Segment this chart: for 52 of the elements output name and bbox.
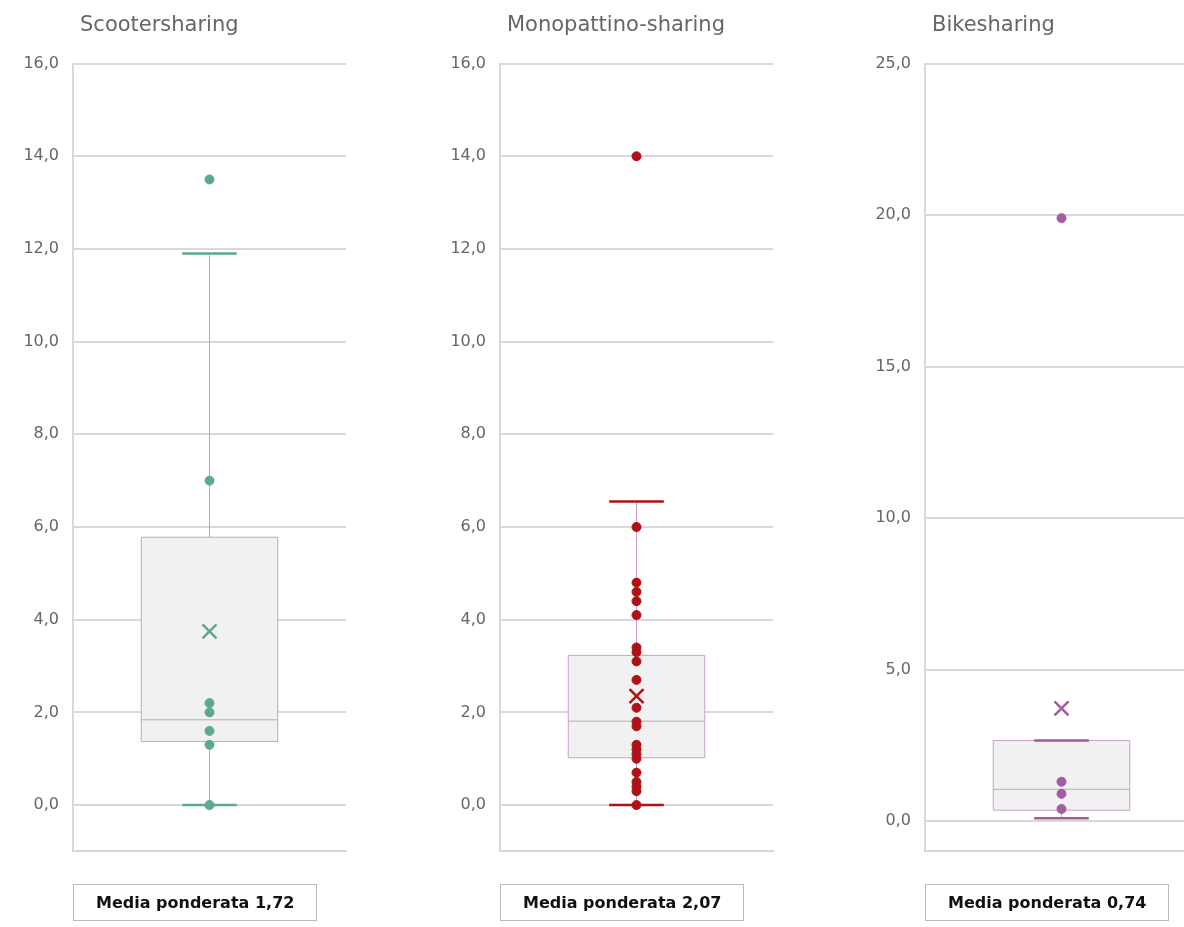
point: [631, 674, 642, 685]
y-tick-label: 12,0: [23, 238, 59, 258]
point: [631, 702, 642, 713]
y-tick-label: 25,0: [875, 52, 911, 72]
chart-title: Bikesharing: [932, 12, 1055, 36]
point: [631, 577, 642, 588]
y-tick-label: 16,0: [450, 52, 486, 72]
y-tick-label: 6,0: [460, 516, 486, 536]
y-tick-label: 6,0: [33, 516, 59, 536]
y-tick-label: 8,0: [33, 423, 59, 443]
y-tick-label: 2,0: [460, 701, 486, 721]
point: [631, 656, 642, 667]
text: Media ponderata 0,74: [925, 884, 1170, 921]
point: [204, 707, 215, 718]
y-tick-label: 0,0: [885, 810, 911, 830]
y-tick-label: 0,0: [460, 794, 486, 814]
point: [631, 610, 642, 621]
y-tick-label: 10,0: [23, 330, 59, 350]
y-tick-label: 12,0: [450, 238, 486, 258]
y-tick-label: 4,0: [33, 608, 59, 628]
point: [204, 698, 215, 709]
y-tick-label: 14,0: [23, 145, 59, 165]
point: [631, 522, 642, 533]
y-tick-label: 2,0: [33, 701, 59, 721]
point: [631, 596, 642, 607]
y-tick-label: 10,0: [875, 507, 911, 527]
point: [204, 174, 215, 185]
text: Media ponderata 2,07: [500, 884, 745, 921]
y-tick-label: 10,0: [450, 330, 486, 350]
point: [204, 725, 215, 736]
y-tick-label: 14,0: [450, 145, 486, 165]
point: [204, 475, 215, 486]
y-tick-label: 5,0: [885, 658, 911, 678]
point: [1056, 803, 1067, 814]
point: [1056, 776, 1067, 787]
y-tick-label: 15,0: [875, 355, 911, 375]
point: [631, 767, 642, 778]
chart-title: Scootersharing: [80, 12, 239, 36]
point: [631, 151, 642, 162]
point: [1056, 788, 1067, 799]
point: [631, 800, 642, 811]
y-tick-label: 8,0: [460, 423, 486, 443]
y-tick-label: 16,0: [23, 52, 59, 72]
point: [204, 739, 215, 750]
point: [1056, 213, 1067, 224]
point: [204, 800, 215, 811]
text: Media ponderata 1,72: [73, 884, 318, 921]
chart-title: Monopattino-sharing: [507, 12, 725, 36]
y-tick-label: 0,0: [33, 794, 59, 814]
point: [631, 586, 642, 597]
y-tick-label: 4,0: [460, 608, 486, 628]
y-tick-label: 20,0: [875, 204, 911, 224]
